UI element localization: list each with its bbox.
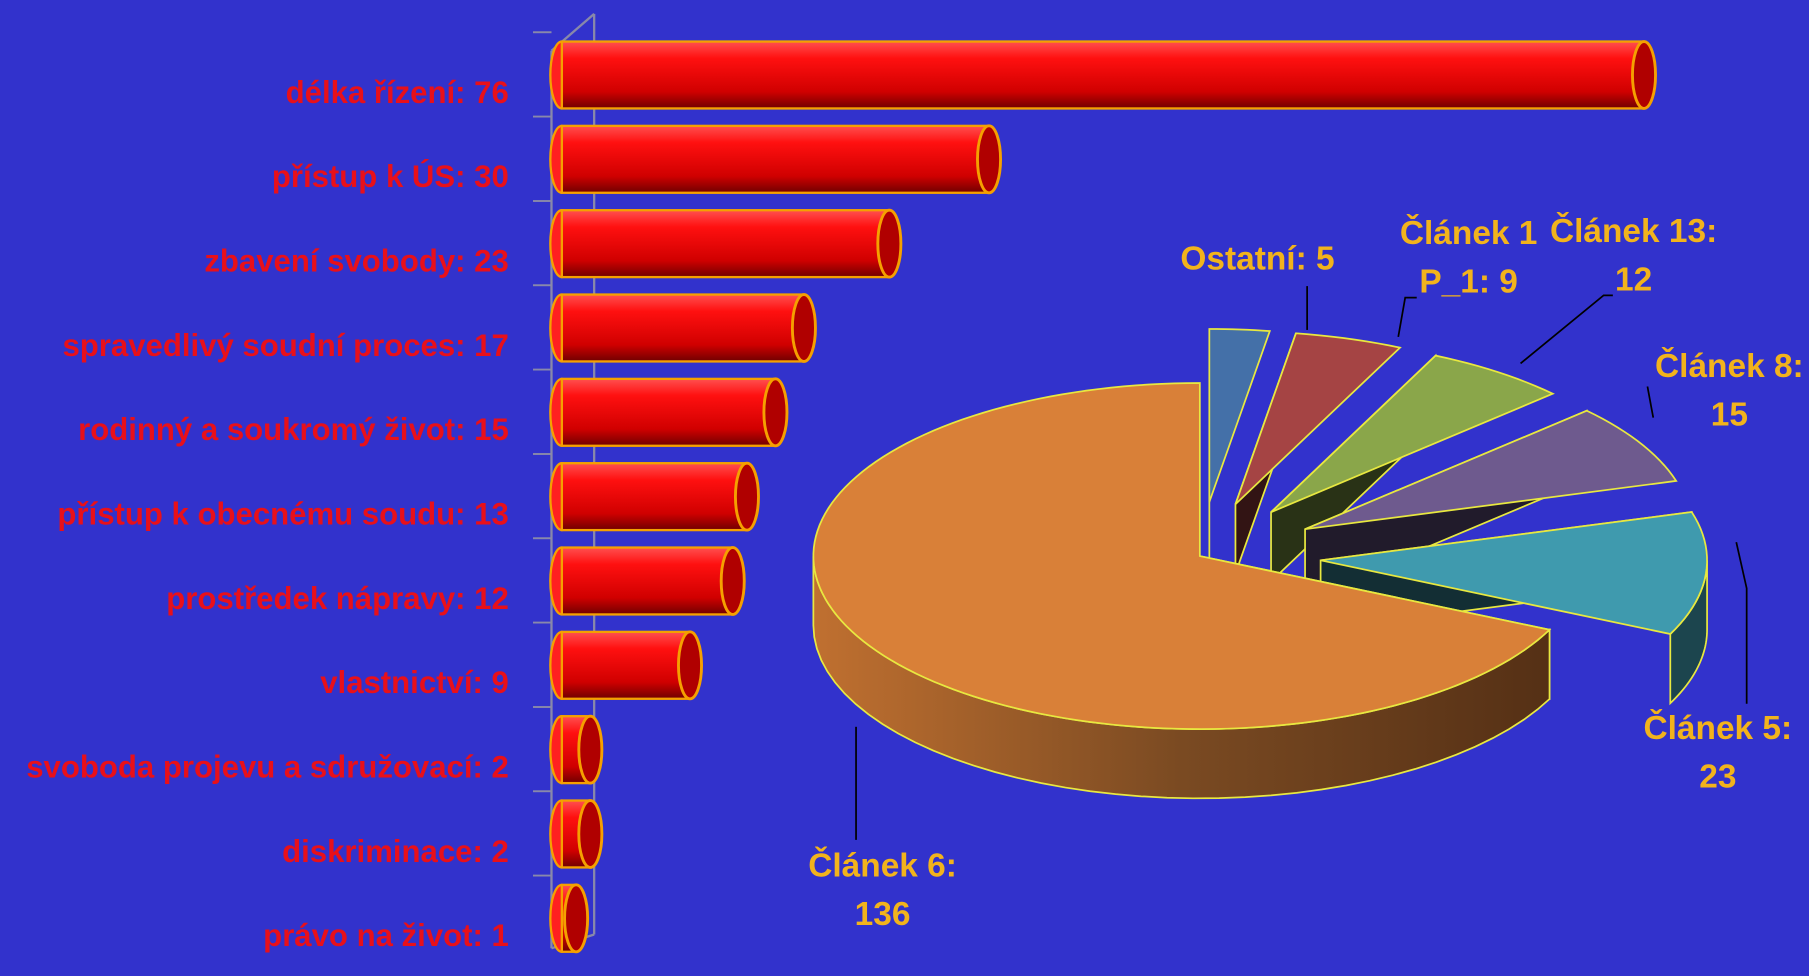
bar [549,799,604,869]
pie-label: Článek 1 [1400,213,1538,252]
bar [549,714,604,785]
bar-label: vlastnictví: 9 [320,665,509,700]
bar-cap [976,124,1002,195]
bar-body [560,630,692,700]
bar-cap [719,546,746,616]
pie-slice [1319,511,1708,706]
bar-label: zbavení svobody: 23 [204,243,508,278]
pie-label: Článek 13: [1550,211,1717,250]
leader-line [1735,542,1748,704]
pie-slice [1234,332,1402,574]
bar-body [560,293,806,363]
pie-label: Ostatní: 5 [1180,241,1334,278]
bar-cap [677,630,703,701]
bar-cap [790,293,817,363]
slice-top [812,382,1552,730]
pie-label: 23 [1699,759,1736,796]
bar [549,40,1657,110]
bar-cap [1631,40,1657,110]
bar [549,546,746,616]
slice-top [1304,409,1678,531]
pie-label: Článek 6: [808,845,957,884]
bar-label: přístup k obecnému soudu: 13 [57,496,508,531]
bar-cap [577,799,604,869]
bar [549,124,1002,195]
pie-slice [1270,353,1555,584]
pie-slice [812,382,1552,800]
bar-label: délka řízení: 76 [286,75,509,110]
pie-label: Článek 8: [1655,346,1804,385]
pie-label: 12 [1615,261,1652,298]
bar-body [560,40,1646,110]
slice-top [1208,328,1271,503]
bar [549,377,789,448]
slice-top [1234,332,1402,505]
bar-cap [733,461,760,532]
bar-label: prostředek nápravy: 12 [166,581,509,616]
bar-cap [876,208,903,279]
bar-body [560,209,891,279]
bar-body [560,462,749,532]
bar-body [560,124,991,194]
pie-label: P_1: 9 [1419,264,1518,301]
leader-line [1397,296,1417,338]
bar [549,883,590,954]
bar-label: právo na život: 1 [263,918,509,953]
leader-line [1520,294,1613,365]
bar-body [560,546,734,616]
bar-label: spravedlivý soudní proces: 17 [62,328,508,363]
slice-top [1270,354,1555,513]
bar-cap [563,883,590,954]
bar [549,630,703,701]
bar-cap [577,714,604,785]
bar-body [560,377,777,447]
pie-label: 15 [1711,396,1748,433]
bar-label: diskriminace: 2 [282,834,509,869]
pie-slice [1304,409,1678,600]
bar [549,293,817,363]
leader-line [1646,386,1655,418]
bar-cap [762,377,789,448]
bar [549,208,903,279]
bar-label: svoboda projevu a sdružovací: 2 [26,749,509,784]
bar-label: přístup k ÚS: 30 [272,158,509,194]
pie-slice [1208,328,1271,572]
pie-label: Článek 5: [1643,708,1792,747]
pie-label: 136 [855,896,911,933]
slice-top [1320,511,1708,635]
bar-label: rodinný a soukromý život: 15 [78,412,509,447]
bar [549,461,760,532]
